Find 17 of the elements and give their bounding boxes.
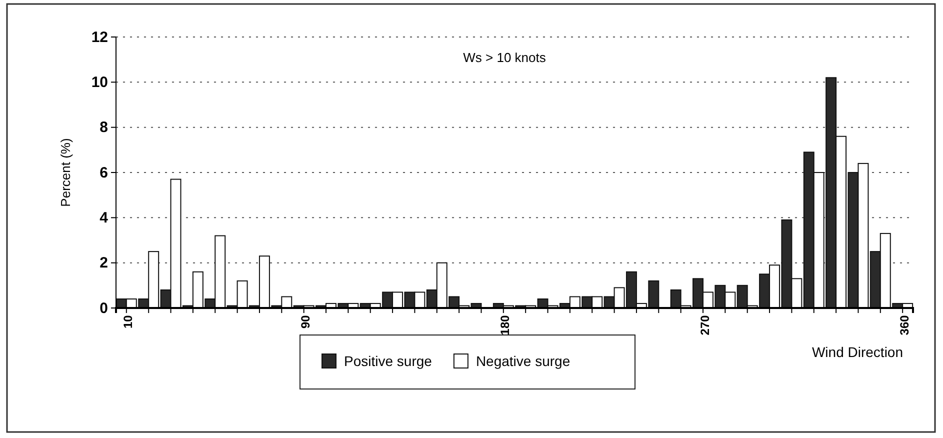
x-tick-label: 270: [698, 314, 712, 336]
y-tick-label: 10: [91, 74, 108, 91]
y-tick-label: 2: [100, 254, 108, 272]
y-tick-label: 8: [100, 119, 108, 136]
y-tick-label: 12: [91, 28, 108, 46]
text: Ws > 10 knots: [463, 50, 546, 65]
x-axis-title: Wind Direction: [812, 344, 903, 360]
y-tick-label: 4: [100, 209, 109, 226]
x-tick-label: 10: [121, 314, 136, 329]
y-tick-label: 0: [100, 300, 108, 317]
y-axis-title: Percent (%): [58, 138, 73, 207]
legend-label: Positive surge: [344, 353, 432, 369]
y-tick-label: 6: [100, 164, 108, 182]
x-tick-label: 180: [498, 314, 512, 336]
legend-label: Negative surge: [476, 353, 570, 369]
x-tick-label: 360: [897, 314, 912, 336]
x-tick-label: 90: [298, 314, 313, 329]
